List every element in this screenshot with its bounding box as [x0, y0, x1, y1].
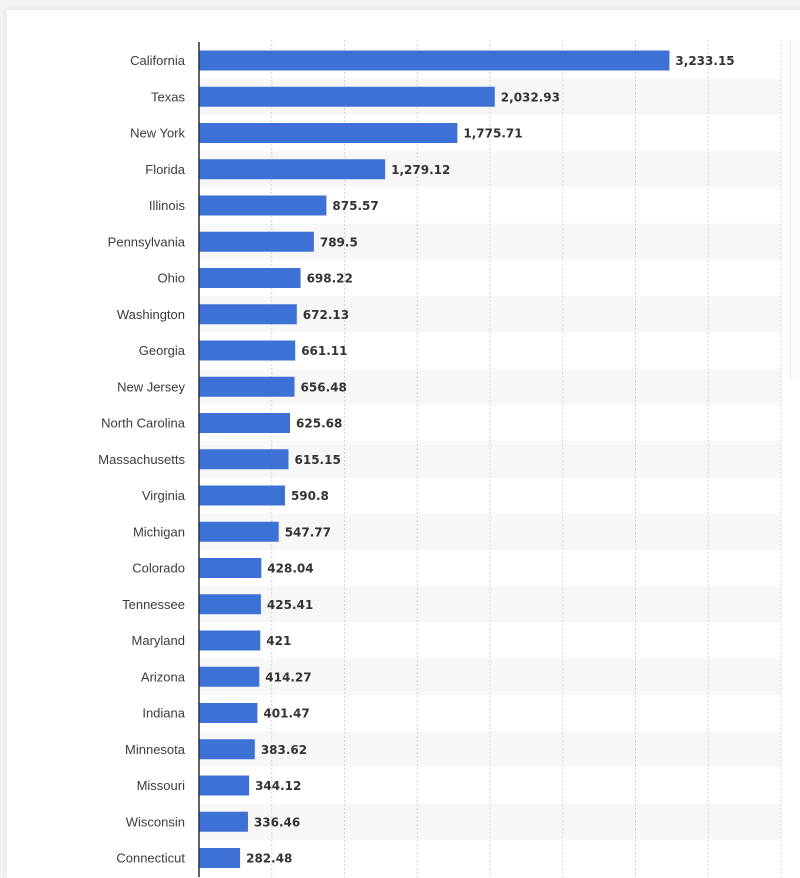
category-label: Maryland	[132, 633, 185, 648]
category-label: New York	[130, 126, 185, 141]
value-label: 383.62	[261, 743, 307, 757]
value-label: 615.15	[295, 453, 341, 467]
category-label: Wisconsin	[126, 814, 185, 829]
value-label: 661.11	[301, 344, 347, 358]
value-label: 590.8	[291, 489, 329, 503]
category-label: California	[130, 53, 186, 68]
bar[interactable]	[199, 304, 297, 325]
category-label: Washington	[117, 307, 185, 322]
value-labels: 3,233.15 2,032.93 1,775.71 1,279.12 875.57 78…	[246, 54, 735, 866]
value-label: 425.41	[267, 598, 313, 612]
bar[interactable]	[199, 811, 248, 832]
bar[interactable]	[199, 340, 296, 361]
bar[interactable]	[199, 775, 250, 796]
category-label: Arizona	[141, 669, 186, 684]
category-label: Tennessee	[122, 597, 185, 612]
value-label: 344.12	[255, 779, 301, 793]
category-label: Connecticut	[116, 851, 185, 866]
category-label: Texas	[151, 89, 185, 104]
value-label: 875.57	[332, 199, 378, 213]
category-label: Georgia	[139, 343, 186, 358]
category-label: Massachusetts	[98, 452, 185, 467]
bar[interactable]	[199, 159, 386, 180]
bar[interactable]	[199, 449, 289, 470]
row-stripe	[199, 441, 781, 478]
bar[interactable]	[199, 521, 279, 542]
value-label: 672.13	[303, 308, 349, 322]
bar[interactable]	[199, 268, 301, 288]
category-label: New Jersey	[117, 379, 185, 394]
category-label: Missouri	[137, 778, 186, 793]
value-label: 1,279.12	[391, 163, 450, 177]
value-label: 401.47	[263, 707, 309, 721]
bar[interactable]	[199, 376, 295, 397]
value-label: 698.22	[307, 272, 353, 286]
value-label: 1,775.71	[463, 127, 522, 141]
bar[interactable]	[199, 703, 258, 723]
category-label: Minnesota	[125, 742, 186, 757]
bar[interactable]	[199, 630, 261, 651]
category-label: Ohio	[158, 271, 185, 286]
value-label: 789.5	[320, 235, 358, 249]
value-label: 421	[266, 634, 291, 648]
bar[interactable]	[199, 123, 458, 143]
bars	[199, 50, 670, 868]
category-label: Indiana	[142, 706, 185, 721]
bar[interactable]	[199, 485, 285, 506]
bar[interactable]	[199, 848, 241, 868]
bar[interactable]	[199, 594, 261, 615]
value-label: 656.48	[301, 380, 347, 394]
bar[interactable]	[199, 195, 327, 216]
bar[interactable]	[199, 231, 314, 252]
bar[interactable]	[199, 86, 495, 107]
gridlines	[271, 40, 782, 877]
category-label: Illinois	[149, 198, 186, 213]
value-label: 282.48	[246, 852, 292, 866]
category-label: Michigan	[133, 524, 185, 539]
category-label: Florida	[145, 162, 186, 177]
bar[interactable]	[199, 739, 255, 760]
category-label: Colorado	[132, 561, 185, 576]
bar[interactable]	[199, 666, 260, 687]
row-stripe	[199, 513, 781, 550]
side-panel-edge	[790, 40, 800, 380]
category-label: North Carolina	[101, 416, 186, 431]
category-label: Virginia	[142, 488, 186, 503]
value-label: 414.27	[265, 670, 311, 684]
bar[interactable]	[199, 558, 262, 578]
value-label: 625.68	[296, 417, 342, 431]
bar[interactable]	[199, 413, 291, 433]
value-label: 428.04	[267, 562, 313, 576]
value-label: 336.46	[254, 815, 300, 829]
category-label: Pennsylvania	[108, 234, 186, 249]
bar[interactable]	[199, 50, 670, 71]
value-label: 2,032.93	[501, 90, 560, 104]
row-stripe	[199, 368, 781, 405]
category-labels: California Texas New York Florida Illinois Pe…	[98, 53, 185, 866]
value-label: 3,233.15	[675, 54, 734, 68]
value-label: 547.77	[285, 525, 331, 539]
